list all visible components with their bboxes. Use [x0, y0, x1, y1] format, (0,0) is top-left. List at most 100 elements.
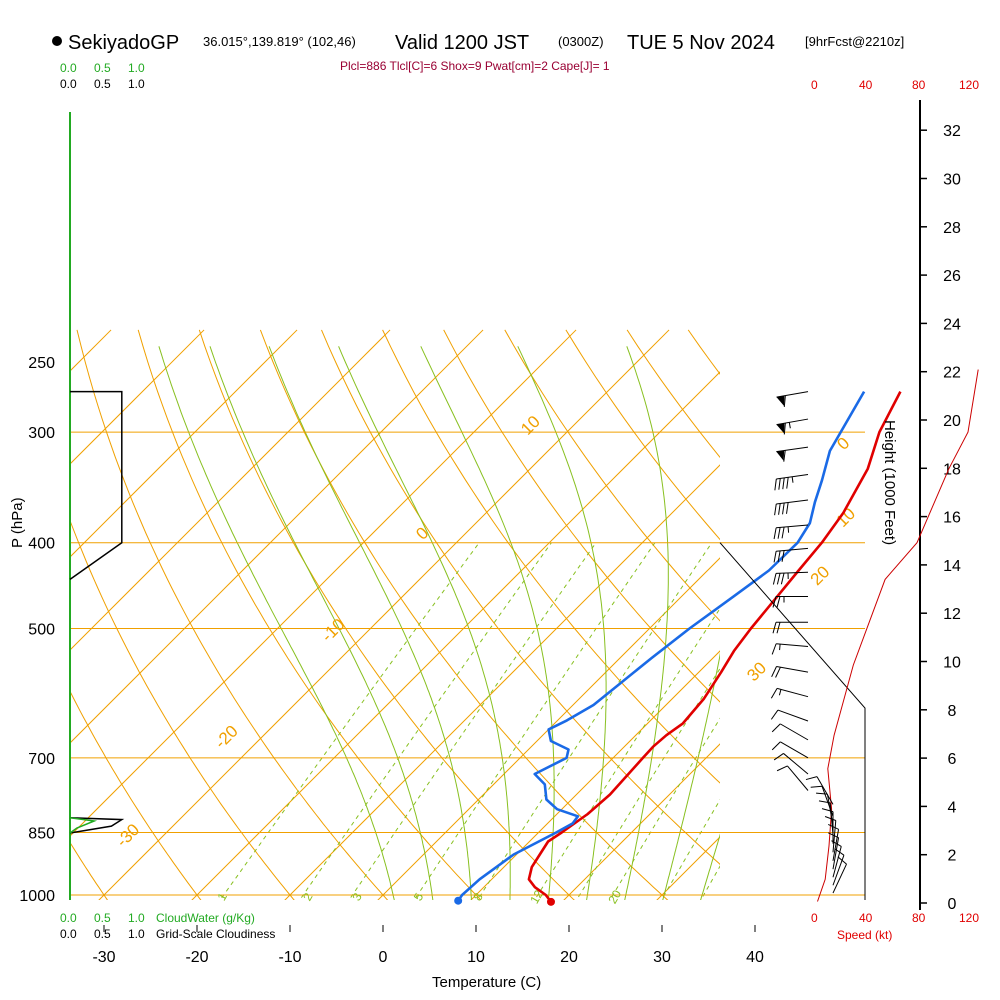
wind-barb-shaft [783, 753, 809, 775]
cloudwater-scale-bottom-0: 0.0 [60, 911, 77, 925]
mixing-ratio-line [299, 542, 552, 900]
speed-scale-top-1: 40 [859, 78, 873, 92]
speed-scale-top-2: 80 [912, 78, 926, 92]
speed-scale-bottom-0: 0 [811, 911, 818, 925]
pressure-tick-label: 500 [28, 622, 55, 639]
wind-barb [831, 840, 842, 878]
valid-date: TUE 5 Nov 2024 [627, 32, 775, 54]
wind-barbs [770, 391, 847, 894]
temperature-axis-label: Temperature (C) [432, 974, 541, 991]
wind-barb-flag [778, 503, 781, 515]
wind-barb-shaft [816, 776, 834, 805]
wind-barb-shaft [832, 837, 840, 870]
cloudwater-legend-label: CloudWater (g/Kg) [156, 911, 255, 925]
mixing-ratio-line [476, 542, 713, 900]
wind-barb [772, 571, 809, 585]
temperature-surface-marker [546, 897, 555, 906]
wind-barb-flag [774, 478, 777, 491]
pressure-ticks: 250 300 400 500 700 850 1000 [19, 355, 55, 905]
wind-barb-flag [776, 573, 781, 585]
wind-barb-flag [810, 785, 823, 788]
mixing-ratio-label: 20 [605, 887, 624, 906]
wind-barb [828, 832, 840, 870]
valid-zulu: (0300Z) [558, 34, 604, 49]
isotherm-line [70, 329, 484, 744]
wind-barb-flag [828, 832, 839, 839]
wind-barb-flag [771, 741, 781, 751]
isotherm-line [98, 329, 670, 900]
wind-barb [828, 824, 840, 861]
height-tick-label: 6 [948, 751, 957, 768]
cloudiness-profile-low [69, 817, 125, 834]
wind-barb [773, 547, 809, 563]
sounding-series [454, 390, 902, 906]
dry-adiabat-line [565, 329, 720, 541]
wind-barb-flag [775, 666, 781, 678]
height-tick-label: 30 [943, 172, 961, 189]
isotherm-line [377, 557, 720, 900]
wind-barb-shaft [787, 765, 809, 791]
speed-axis-label: Speed (kt) [837, 928, 892, 942]
wind-barb-shaft [832, 829, 840, 861]
wind-barb-flag [781, 527, 785, 539]
temperature-tick-label: -10 [278, 949, 301, 966]
pressure-tick-label: 700 [28, 751, 55, 768]
wind-barb-flag [770, 688, 778, 699]
wind-barb-flag [776, 765, 788, 772]
wind-barb [771, 723, 809, 741]
height-tick-label: 10 [943, 655, 961, 672]
height-tick-label: 2 [948, 848, 957, 865]
wind-barb-flag [821, 808, 834, 813]
wind-barb-flag [777, 527, 781, 539]
mixing-ratio-line [348, 542, 597, 900]
wind-barb [771, 741, 809, 759]
wind-barb-flag [783, 450, 786, 462]
wind-barb-shaft [832, 820, 837, 853]
pressure-tick-label: 250 [28, 355, 55, 372]
wind-barb-flag [786, 477, 789, 489]
isotherm-line [470, 650, 720, 900]
height-tick-label: 12 [943, 606, 961, 623]
wind-barb-flag [776, 596, 781, 608]
wind-barb-shaft [832, 863, 847, 894]
valid-time: Valid 1200 JST [395, 32, 529, 54]
wind-barb-shaft [776, 499, 809, 505]
wind-barb [772, 621, 808, 634]
height-tick-label: 24 [943, 316, 961, 333]
height-tick-label: 4 [948, 799, 957, 816]
wind-barb-shaft [776, 391, 809, 398]
mixing-ratio-line [575, 667, 720, 900]
cloudwater-scale-bottom-1: 0.5 [94, 911, 111, 925]
wind-barb-half-flag [791, 476, 794, 483]
station-marker [52, 36, 62, 46]
temperature-tick-label: 20 [560, 949, 578, 966]
height-tick-label: 22 [943, 365, 961, 382]
mixing-ratio-line [219, 542, 480, 900]
temperature-tick-label: 0 [379, 949, 388, 966]
mixing-ratio-line [609, 717, 720, 900]
cloudwater-profile-low [69, 817, 98, 834]
mixing-ratio-lines [158, 346, 720, 900]
wind-barb-flag [782, 502, 785, 515]
mixing-ratio-line [660, 799, 720, 900]
height-tick-label: 26 [943, 268, 961, 285]
wind-barb-pennant [776, 423, 785, 434]
wind-barb-flag [777, 550, 781, 563]
wind-barb [770, 709, 809, 722]
wind-barb-flag [774, 503, 777, 516]
height-tick-label: 18 [943, 461, 961, 478]
wind-barb-flag [786, 502, 789, 514]
wind-barb-half-flag [788, 422, 791, 429]
wind-barb-flag [783, 395, 786, 407]
wind-barb-flag [781, 550, 785, 562]
wind-barb [774, 499, 809, 516]
wind-barb [824, 816, 837, 853]
wind-barb-shaft [776, 666, 809, 673]
wind-barb [772, 595, 808, 608]
moist-adiabat-line [338, 346, 511, 900]
height-tick-label: 8 [948, 703, 957, 720]
wind-barb-flag [773, 551, 777, 563]
temperature-tick-label: 40 [746, 949, 764, 966]
isotherm-line [284, 464, 720, 900]
cloudiness-scale-top-2: 1.0 [128, 77, 145, 91]
